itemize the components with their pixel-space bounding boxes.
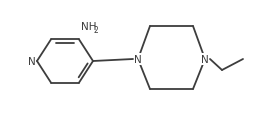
Text: NH: NH [81, 22, 96, 32]
Text: N: N [134, 54, 142, 64]
Text: N: N [201, 54, 209, 64]
Text: N: N [28, 57, 36, 66]
Text: 2: 2 [94, 26, 99, 35]
